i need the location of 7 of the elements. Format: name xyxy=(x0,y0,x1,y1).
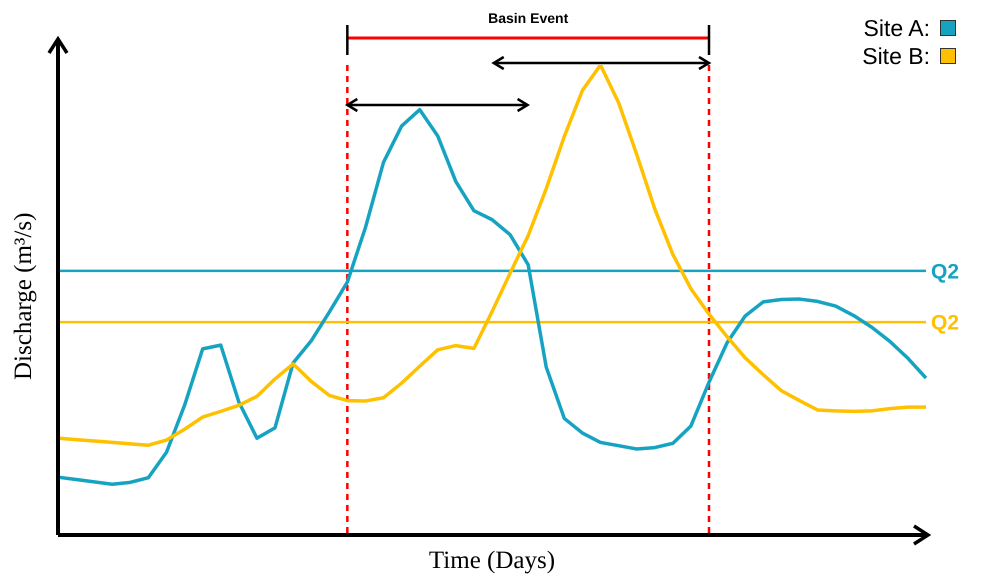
text: Basin Event xyxy=(488,10,569,26)
x-axis-title: Time (Days) xyxy=(428,547,556,574)
ref-line-label: Q2 xyxy=(931,260,960,284)
legend-label: Site A: xyxy=(864,14,930,42)
y-axis-title: Discharge (m³/s) xyxy=(10,212,37,380)
legend-label: Site B: xyxy=(862,42,930,70)
ref-line-label: Q2 xyxy=(931,312,960,335)
